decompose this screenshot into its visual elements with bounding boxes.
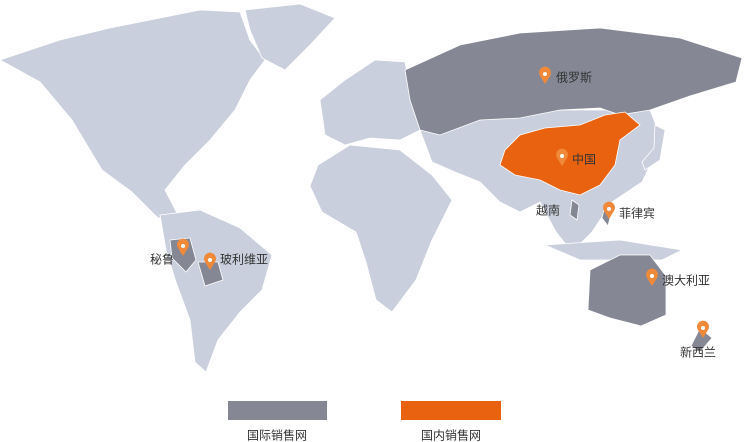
- pin: [539, 66, 551, 84]
- marker-label: 中国: [572, 152, 596, 167]
- legend: 国际销售网 国内销售网: [228, 401, 501, 442]
- marker-label: 玻利维亚: [220, 253, 268, 267]
- pin: [556, 148, 568, 166]
- marker-label: 越南: [536, 203, 560, 218]
- legend-label: 国内销售网: [421, 428, 481, 442]
- pin: [697, 320, 709, 338]
- marker-label: 澳大利亚: [662, 274, 710, 288]
- legend-swatch: [401, 401, 501, 420]
- vietnam: [569, 199, 580, 221]
- markers: 俄罗斯 中国 越南 菲律宾 秘鲁 玻利维亚 澳大利亚 新西兰: [150, 66, 716, 360]
- greenland: [244, 3, 336, 71]
- japan: [641, 124, 666, 171]
- russia: [404, 27, 743, 136]
- legend-swatch: [228, 401, 327, 420]
- pin: [603, 201, 615, 219]
- north-america: [0, 9, 266, 219]
- pin: [177, 238, 189, 256]
- marker-label: 菲律宾: [619, 206, 655, 221]
- marker-label: 新西兰: [680, 345, 716, 360]
- pin: [204, 252, 216, 270]
- china: [499, 111, 641, 196]
- legend-label: 国际销售网: [247, 428, 307, 442]
- europe: [319, 59, 421, 146]
- pin: [646, 268, 658, 286]
- marker-label: 俄罗斯: [556, 71, 592, 85]
- international-network: [169, 27, 743, 353]
- australia: [587, 254, 667, 327]
- south-america: [159, 209, 273, 373]
- new-zealand: [690, 327, 713, 353]
- africa: [309, 144, 453, 313]
- marker-label: 秘鲁: [150, 253, 174, 267]
